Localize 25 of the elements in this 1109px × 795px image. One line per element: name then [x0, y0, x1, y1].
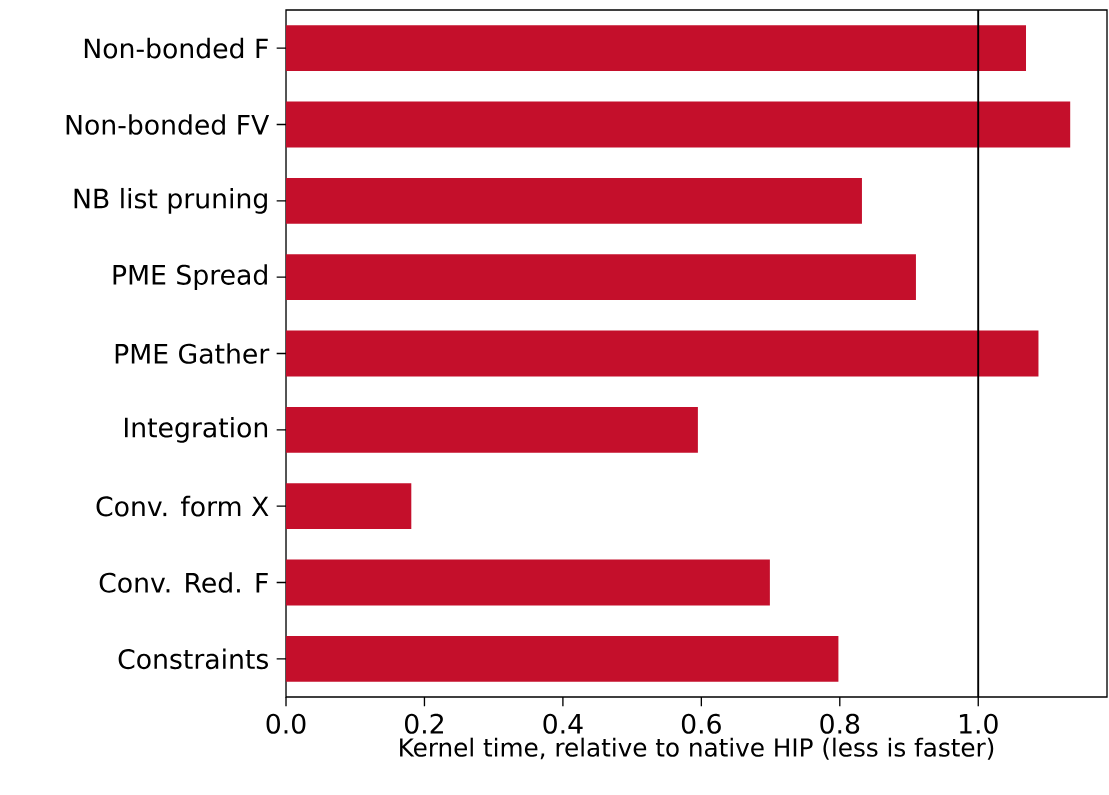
y-tick-label: Constraints: [118, 648, 268, 670]
x-tick-label: 0.2: [405, 713, 443, 734]
x-tick-label: 0.8: [820, 713, 860, 734]
bar: [286, 177, 862, 224]
y-tick-label: PME Spread: [113, 264, 267, 291]
bar: [286, 25, 1027, 72]
y-tick-label: PME Gather: [115, 343, 270, 364]
bar: [286, 635, 839, 682]
bar: [286, 101, 1071, 148]
y-tick-label: Non-bonded FV: [66, 114, 270, 135]
y-tick-label: NB list pruning: [74, 187, 267, 214]
bar: [286, 559, 770, 606]
x-tick-label: 0.0: [266, 713, 306, 734]
x-tick-label: 0.4: [543, 713, 583, 734]
y-tick-label: Non-bonded F: [84, 37, 268, 59]
bar: [286, 254, 916, 301]
y-tick-label: Conv. Red. F: [99, 572, 268, 593]
x-tick-label: 0.6: [681, 713, 721, 734]
y-tick-label: Integration: [124, 416, 268, 443]
bar: [286, 330, 1039, 377]
bar: [286, 483, 412, 530]
x-tick-label: 1.0: [959, 713, 998, 734]
x-axis-title: Kernel time, relative to native HIP (less is faster): [400, 737, 994, 760]
bar: [286, 406, 698, 453]
y-tick-label: Conv. form X: [96, 495, 269, 517]
